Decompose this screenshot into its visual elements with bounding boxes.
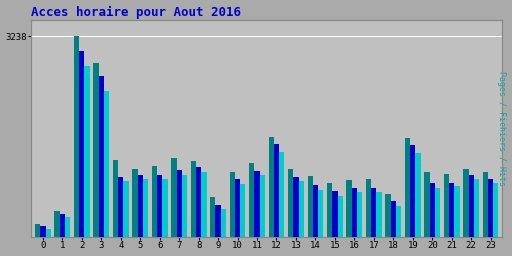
Bar	[113, 159, 118, 237]
Bar	[357, 192, 362, 237]
Bar	[269, 137, 274, 237]
Bar	[352, 188, 357, 237]
Bar	[366, 179, 371, 237]
Y-axis label: Pages / Fichiers / Hits: Pages / Fichiers / Hits	[498, 71, 506, 186]
Bar	[172, 158, 177, 237]
Bar	[449, 183, 454, 237]
Bar	[235, 179, 240, 237]
Bar	[162, 179, 167, 237]
Bar	[143, 179, 148, 237]
Bar	[210, 197, 216, 237]
Bar	[493, 183, 499, 237]
Bar	[371, 188, 376, 237]
Bar	[483, 172, 488, 237]
Bar	[347, 180, 352, 237]
Bar	[327, 183, 332, 237]
Bar	[474, 179, 479, 237]
Text: Acces horaire pour Aout 2016: Acces horaire pour Aout 2016	[31, 6, 241, 19]
Bar	[196, 167, 201, 237]
Bar	[138, 175, 143, 237]
Bar	[391, 201, 396, 237]
Bar	[424, 172, 430, 237]
Bar	[65, 217, 70, 237]
Bar	[435, 188, 440, 237]
Bar	[132, 169, 138, 237]
Bar	[79, 51, 84, 237]
Bar	[216, 205, 221, 237]
Bar	[313, 185, 318, 237]
Bar	[488, 179, 493, 237]
Bar	[249, 163, 254, 237]
Bar	[298, 181, 304, 237]
Bar	[118, 177, 123, 237]
Bar	[415, 153, 421, 237]
Bar	[40, 226, 46, 237]
Bar	[74, 36, 79, 237]
Bar	[104, 91, 109, 237]
Bar	[84, 66, 90, 237]
Bar	[293, 177, 298, 237]
Bar	[444, 174, 449, 237]
Bar	[99, 76, 104, 237]
Bar	[240, 184, 245, 237]
Bar	[182, 175, 187, 237]
Bar	[191, 161, 196, 237]
Bar	[157, 175, 162, 237]
Bar	[454, 186, 460, 237]
Bar	[60, 214, 65, 237]
Bar	[177, 170, 182, 237]
Bar	[308, 176, 313, 237]
Bar	[221, 209, 226, 237]
Bar	[463, 169, 468, 237]
Bar	[468, 175, 474, 237]
Bar	[332, 191, 337, 237]
Bar	[376, 192, 381, 237]
Bar	[337, 196, 343, 237]
Bar	[254, 172, 260, 237]
Bar	[93, 63, 99, 237]
Bar	[279, 152, 284, 237]
Bar	[260, 175, 265, 237]
Bar	[201, 172, 206, 237]
Bar	[152, 166, 157, 237]
Bar	[396, 206, 401, 237]
Bar	[46, 229, 51, 237]
Bar	[274, 144, 279, 237]
Bar	[405, 138, 410, 237]
Bar	[123, 181, 129, 237]
Bar	[54, 211, 60, 237]
Bar	[430, 183, 435, 237]
Bar	[410, 145, 415, 237]
Bar	[230, 172, 235, 237]
Bar	[386, 194, 391, 237]
Bar	[35, 223, 40, 237]
Bar	[288, 169, 293, 237]
Bar	[318, 190, 323, 237]
